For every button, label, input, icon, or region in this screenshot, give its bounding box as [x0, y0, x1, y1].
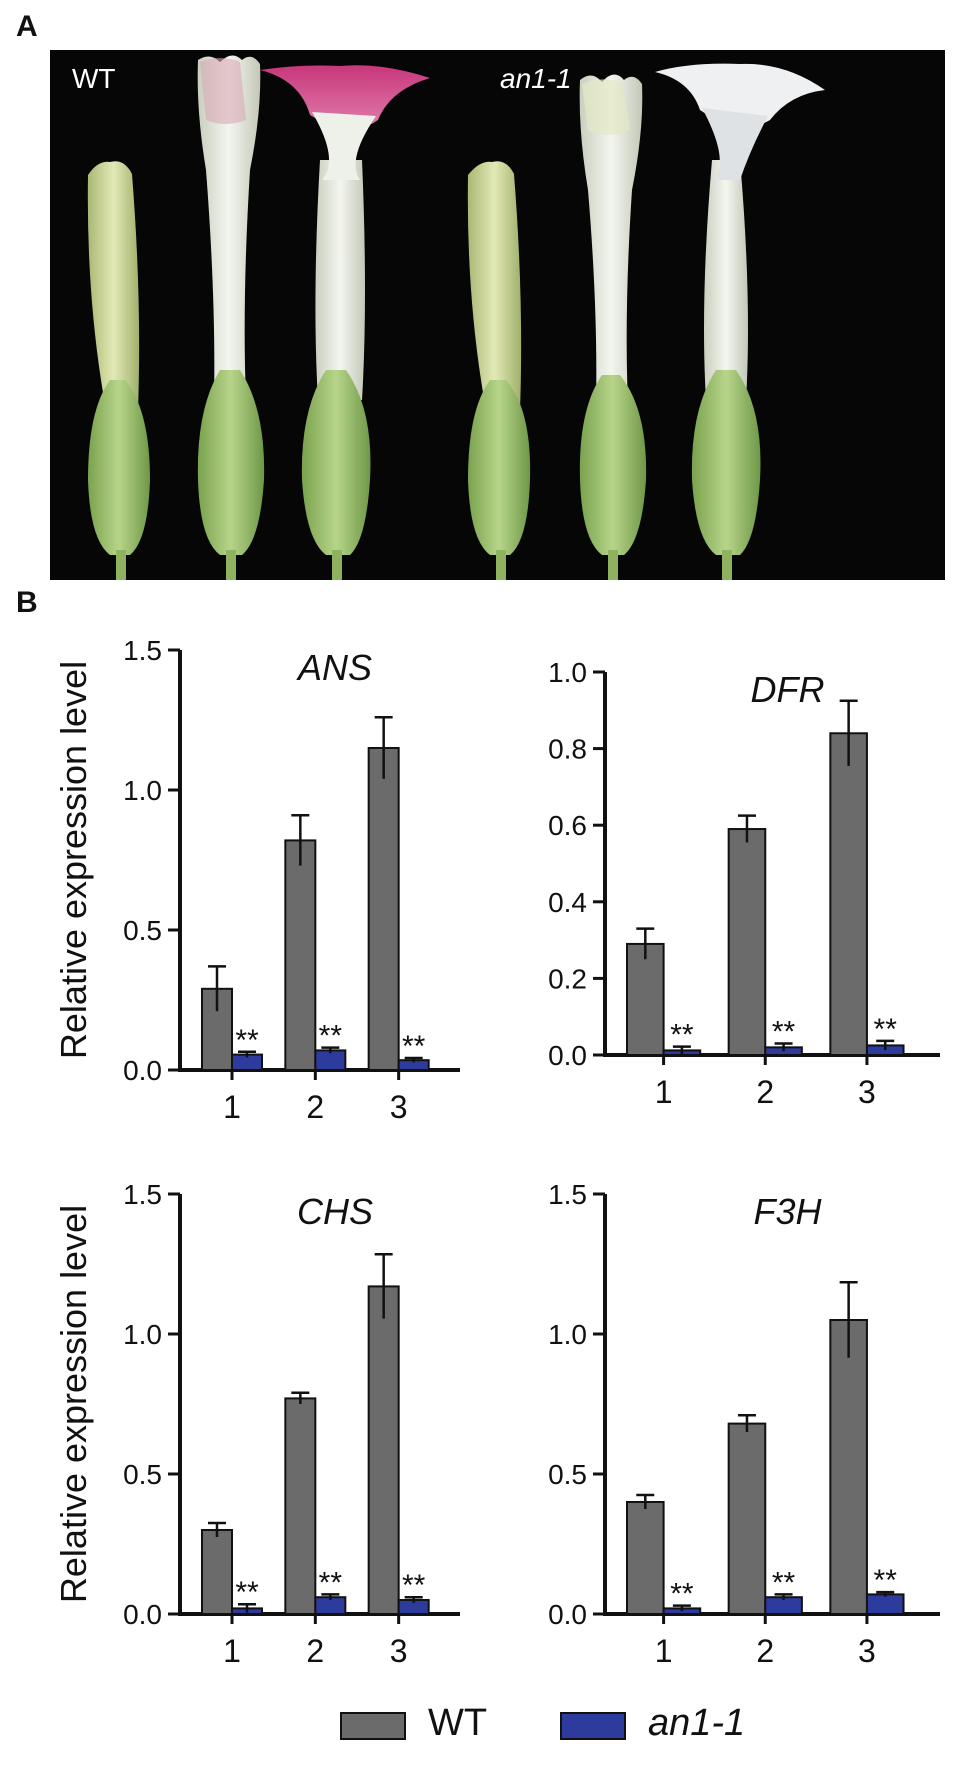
x-tick-label: 1: [223, 1089, 241, 1125]
panel-label-b: B: [16, 586, 38, 619]
significance-label: **: [235, 1576, 259, 1609]
y-tick-label: 1.0: [548, 1319, 587, 1350]
y-tick-label: 0.0: [548, 1040, 587, 1071]
y-tick-label: 0.6: [548, 810, 587, 841]
bar-wt: [626, 1501, 665, 1615]
y-axis-label: Relative expression level: [53, 661, 94, 1059]
significance-label: **: [402, 1569, 426, 1602]
y-tick-label: 0.0: [123, 1599, 162, 1630]
x-tick-label: 3: [858, 1074, 876, 1110]
y-tick-label: 1.5: [123, 1179, 162, 1210]
x-tick-label: 2: [306, 1633, 324, 1669]
bar-wt: [727, 1422, 767, 1615]
chart-title: DFR: [751, 669, 825, 710]
significance-label: **: [670, 1578, 694, 1611]
bar-wt: [626, 942, 665, 1056]
chart-f3h: 0.0 0.5 1.0 1.5 F3H ** 1 ** 2 ** 3: [548, 1179, 940, 1669]
significance-label: **: [319, 1020, 343, 1053]
y-tick-label: 0.0: [548, 1599, 587, 1630]
y-tick-label: 1.0: [548, 657, 587, 688]
bar-wt: [367, 1285, 400, 1616]
y-tick-label: 0.8: [548, 734, 587, 765]
x-tick-label: 3: [858, 1633, 876, 1669]
x-tick-label: 1: [655, 1633, 673, 1669]
mutant-flower-bud: [467, 161, 531, 580]
bar-mutant: [314, 1049, 347, 1071]
panel-label-a: A: [16, 10, 38, 43]
x-tick-label: 2: [756, 1633, 774, 1669]
y-tick-label: 0.4: [548, 887, 587, 918]
x-tick-label: 2: [756, 1074, 774, 1110]
x-tick-label: 2: [306, 1089, 324, 1125]
significance-label: **: [402, 1030, 426, 1063]
x-tick-label: 3: [390, 1089, 408, 1125]
bar-mutant: [865, 1593, 905, 1615]
significance-label: **: [772, 1566, 796, 1599]
flower-photo: WT an1-1: [50, 50, 945, 580]
significance-label: **: [874, 1564, 898, 1597]
photo-label-mutant: an1-1: [500, 63, 572, 94]
y-tick-label: 0.5: [123, 1459, 162, 1490]
y-tick-label: 1.5: [123, 640, 162, 666]
bar-wt: [829, 732, 868, 1056]
chart-title: ANS: [296, 647, 372, 688]
legend-label-wt: WT: [428, 1702, 488, 1744]
y-tick-label: 0.0: [123, 1055, 162, 1086]
y-tick-label: 1.5: [548, 1179, 587, 1210]
significance-label: **: [772, 1016, 796, 1049]
y-tick-label: 1.0: [123, 1319, 162, 1350]
photo-label-wt: WT: [72, 63, 116, 94]
chart-title: CHS: [297, 1191, 373, 1232]
bar-wt: [727, 828, 767, 1056]
significance-label: **: [670, 1019, 694, 1052]
legend-swatch-mutant: [560, 1712, 626, 1740]
x-tick-label: 1: [655, 1074, 673, 1110]
chart-dfr: 0.0 0.2 0.4 0.6 0.8 1.0 DFR ** 1 ** 2 ** 3: [548, 657, 940, 1110]
significance-label: **: [874, 1013, 898, 1046]
bar-wt: [367, 747, 400, 1071]
significance-label: **: [319, 1566, 343, 1599]
mutant-flower-open: [655, 63, 825, 580]
bar-wt: [201, 1529, 233, 1615]
legend: WT an1-1: [340, 1700, 940, 1760]
legend-swatch-wt: [340, 1712, 406, 1740]
mutant-flower-half-open: [579, 74, 647, 580]
chart-title: F3H: [753, 1191, 822, 1232]
bar-wt: [284, 839, 317, 1071]
bar-wt: [829, 1319, 868, 1615]
legend-label-mutant: an1-1: [648, 1702, 746, 1744]
y-tick-label: 0.5: [548, 1459, 587, 1490]
significance-label: **: [235, 1024, 259, 1057]
chart-ans: 0.0 0.5 1.0 1.5 ANS Relative expression level…: [53, 640, 460, 1125]
y-axis-label: Relative expression level: [53, 1205, 94, 1603]
y-tick-label: 1.0: [123, 775, 162, 806]
x-tick-label: 1: [223, 1633, 241, 1669]
y-tick-label: 0.2: [548, 963, 587, 994]
x-tick-label: 3: [390, 1633, 408, 1669]
y-tick-label: 0.5: [123, 915, 162, 946]
chart-chs: 0.0 0.5 1.0 1.5 CHS Relative expression level…: [53, 1179, 460, 1669]
wt-flower-half-open: [197, 55, 265, 580]
wt-flower-bud: [87, 161, 150, 580]
bar-wt: [284, 1397, 317, 1615]
wt-flower-open: [260, 65, 430, 580]
